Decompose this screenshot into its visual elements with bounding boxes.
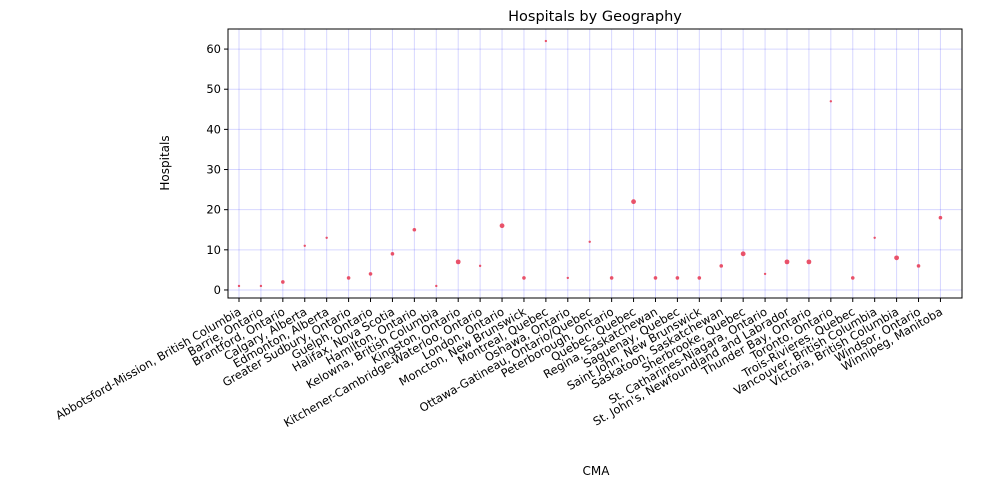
data-point (850, 276, 855, 280)
data-points (237, 39, 943, 288)
data-point (325, 236, 328, 239)
y-tick-label: 50 (206, 82, 221, 96)
data-point (894, 255, 899, 261)
x-tick-label: Abbotsford-Mission, British Columbia (53, 304, 243, 422)
y-axis-label: Hospitals (158, 135, 172, 190)
data-point (412, 227, 417, 232)
data-point (829, 100, 833, 103)
y-tick-label: 20 (206, 203, 221, 217)
data-point (499, 223, 505, 229)
data-point (697, 276, 702, 280)
data-point (368, 272, 373, 276)
data-point (719, 264, 724, 268)
plot-frame (227, 28, 963, 299)
y-tick-label: 30 (206, 163, 221, 177)
y-tick-label: 10 (206, 243, 221, 257)
data-point (806, 259, 812, 265)
chart-title: Hospitals by Geography (508, 9, 682, 25)
data-point (259, 284, 263, 288)
y-tick-label: 40 (206, 122, 221, 136)
data-point (916, 264, 921, 268)
data-point (478, 264, 482, 268)
data-point (455, 259, 461, 265)
data-point (588, 240, 591, 243)
data-point (784, 259, 790, 265)
data-point (938, 215, 943, 220)
data-point (303, 244, 306, 248)
data-point (873, 236, 876, 239)
grid (228, 29, 962, 298)
data-point (631, 199, 636, 205)
data-point (435, 284, 438, 288)
y-axis: 0 10 20 30 40 50 60 (206, 42, 228, 297)
y-tick-label: 0 (214, 283, 221, 297)
data-point (675, 276, 680, 280)
x-axis-label: CMA (583, 464, 611, 478)
data-point (237, 284, 241, 288)
data-point (653, 276, 658, 280)
data-point (609, 276, 614, 280)
data-point (346, 276, 351, 280)
data-point (763, 272, 767, 276)
data-point (544, 39, 548, 43)
x-axis: Abbotsford-Mission, British ColumbiaBarr… (53, 298, 945, 430)
data-point (566, 276, 569, 280)
data-point (281, 280, 285, 284)
y-tick-label: 60 (206, 42, 221, 56)
data-point (740, 251, 746, 257)
data-point (522, 276, 526, 280)
data-point (390, 252, 395, 256)
